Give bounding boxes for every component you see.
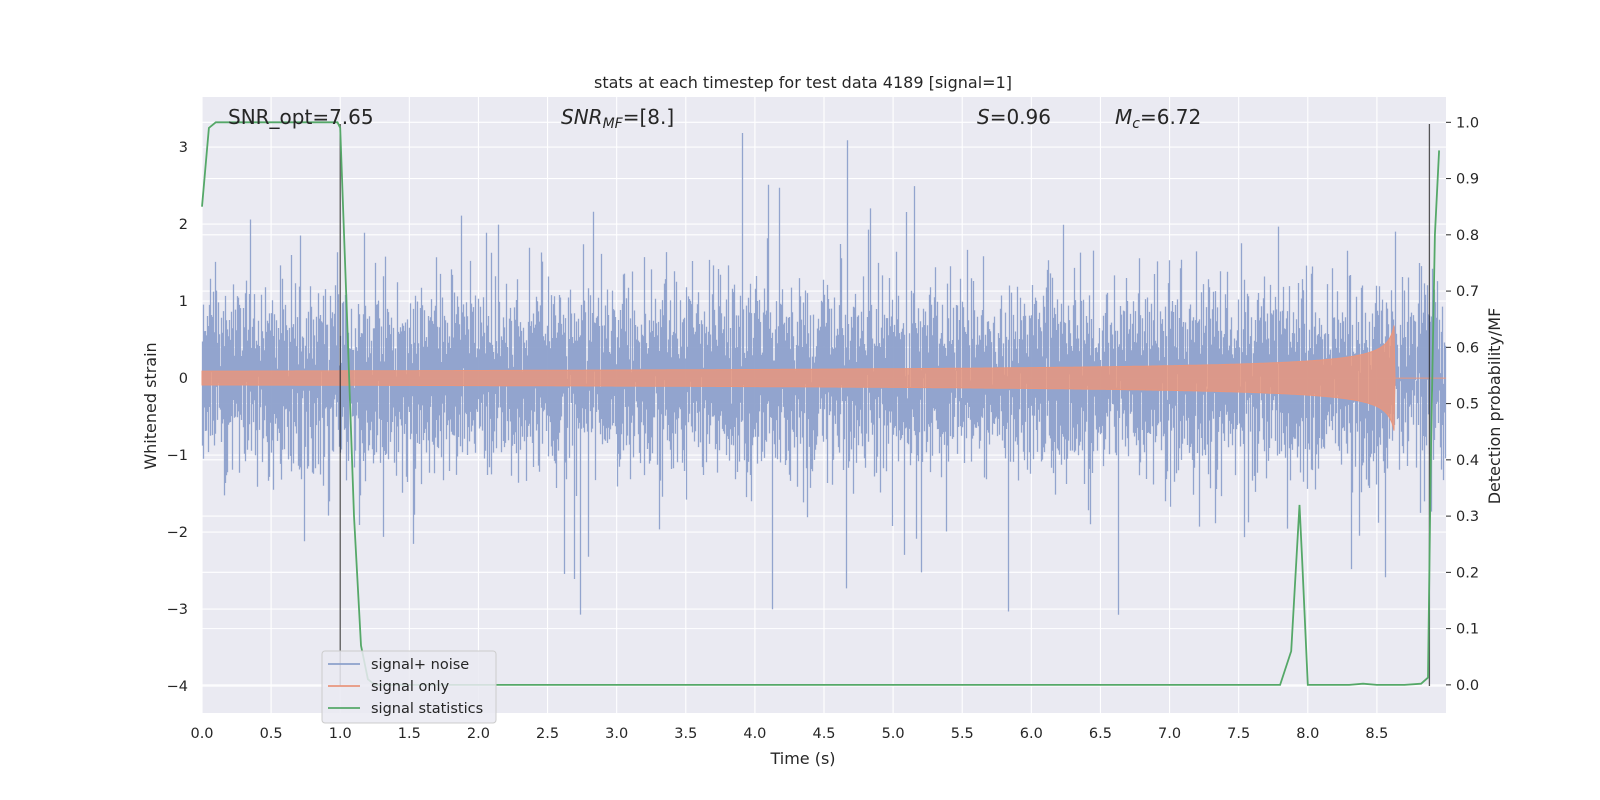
snr-mf-subscript: MF bbox=[603, 116, 624, 132]
x-tick-label: 7.5 bbox=[1227, 726, 1250, 742]
y-tick-label: 2 bbox=[179, 217, 188, 233]
x-tick-label: 1.5 bbox=[398, 726, 421, 742]
y-tick-label: 1 bbox=[179, 294, 188, 310]
y2-tick-label: 0.9 bbox=[1456, 172, 1479, 188]
signal-statistics-series bbox=[201, 121, 1440, 686]
x-axis-label: Time (s) bbox=[769, 749, 835, 768]
signal-only-series bbox=[201, 325, 1446, 431]
y-tick-label: 3 bbox=[179, 140, 188, 156]
y2-tick-label: 0.7 bbox=[1456, 284, 1479, 300]
x-tick-label: 3.0 bbox=[605, 726, 628, 742]
y-axis-label: Whitened strain bbox=[141, 342, 160, 469]
y2-tick-label: 0.8 bbox=[1456, 228, 1479, 244]
x-tick-label: 6.5 bbox=[1089, 726, 1112, 742]
y-tick-label: −2 bbox=[167, 525, 188, 541]
chart-title: stats at each timestep for test data 418… bbox=[594, 73, 1012, 92]
mc-value: =6.72 bbox=[1140, 105, 1201, 129]
legend-box bbox=[321, 650, 497, 724]
x-axis-ticks: 0.0 0.5 1.0 1.5 2.0 2.5 3.0 3.5 4.0 4.5 5.0 5.5 6.0 6… bbox=[190, 726, 1388, 742]
x-tick-label: 7.0 bbox=[1158, 726, 1181, 742]
y2-tick-label: 0.5 bbox=[1456, 397, 1479, 413]
y2-tick-label: 0.1 bbox=[1456, 622, 1479, 638]
y2-axis-label: Detection probability/MF bbox=[1485, 308, 1504, 505]
s-annotation: S=0.96 bbox=[977, 105, 1051, 129]
x-tick-label: 4.0 bbox=[743, 726, 766, 742]
legend: signal+ noise signal only signal statist… bbox=[321, 650, 497, 724]
x-tick-label: 3.5 bbox=[674, 726, 697, 742]
y-tick-label: −1 bbox=[167, 448, 188, 464]
x-tick-label: 5.0 bbox=[882, 726, 905, 742]
y2-tick-label: 0.2 bbox=[1456, 565, 1479, 581]
x-tick-label: 6.0 bbox=[1020, 726, 1043, 742]
y2-tick-label: 0.3 bbox=[1456, 509, 1479, 525]
y-tick-label: −3 bbox=[167, 602, 188, 618]
x-tick-label: 2.5 bbox=[536, 726, 559, 742]
left-y-axis-ticks: −4 −3 −2 −1 0 1 2 3 bbox=[167, 140, 188, 695]
snr-mf-value: =[8.] bbox=[623, 105, 674, 129]
x-tick-label: 8.5 bbox=[1365, 726, 1388, 742]
snr-mf-annotation: SNRMF=[8.] bbox=[561, 105, 674, 132]
x-tick-label: 1.0 bbox=[329, 726, 352, 742]
right-y-axis-ticks: 0.0 0.1 0.2 0.3 0.4 0.5 0.6 0.7 0.8 0.9 1.0 bbox=[1446, 115, 1479, 694]
legend-label-signal-noise: signal+ noise bbox=[371, 657, 469, 673]
y2-tick-label: 0.6 bbox=[1456, 340, 1479, 356]
data-layer bbox=[201, 121, 1447, 687]
x-tick-label: 4.5 bbox=[812, 726, 835, 742]
legend-label-signal-statistics: signal statistics bbox=[371, 701, 483, 717]
snr-opt-annotation: SNR_opt=7.65 bbox=[228, 105, 374, 129]
x-tick-label: 8.0 bbox=[1296, 726, 1319, 742]
x-tick-label: 5.5 bbox=[951, 726, 974, 742]
legend-label-signal-only: signal only bbox=[371, 679, 450, 695]
y-tick-label: 0 bbox=[179, 371, 188, 387]
mc-annotation: Mc=6.72 bbox=[1115, 105, 1201, 132]
s-variable: S bbox=[977, 105, 990, 129]
y2-tick-label: 0.4 bbox=[1456, 453, 1479, 469]
mc-variable: M bbox=[1115, 105, 1132, 129]
snr-mf-base: SNR bbox=[561, 105, 603, 129]
y-tick-label: −4 bbox=[167, 679, 188, 695]
s-value: =0.96 bbox=[990, 105, 1051, 129]
mc-subscript: c bbox=[1132, 116, 1140, 132]
y2-tick-label: 1.0 bbox=[1456, 115, 1479, 131]
x-tick-label: 0.5 bbox=[260, 726, 283, 742]
x-tick-label: 0.0 bbox=[190, 726, 213, 742]
x-tick-label: 2.0 bbox=[467, 726, 490, 742]
y2-tick-label: 0.0 bbox=[1456, 678, 1479, 694]
